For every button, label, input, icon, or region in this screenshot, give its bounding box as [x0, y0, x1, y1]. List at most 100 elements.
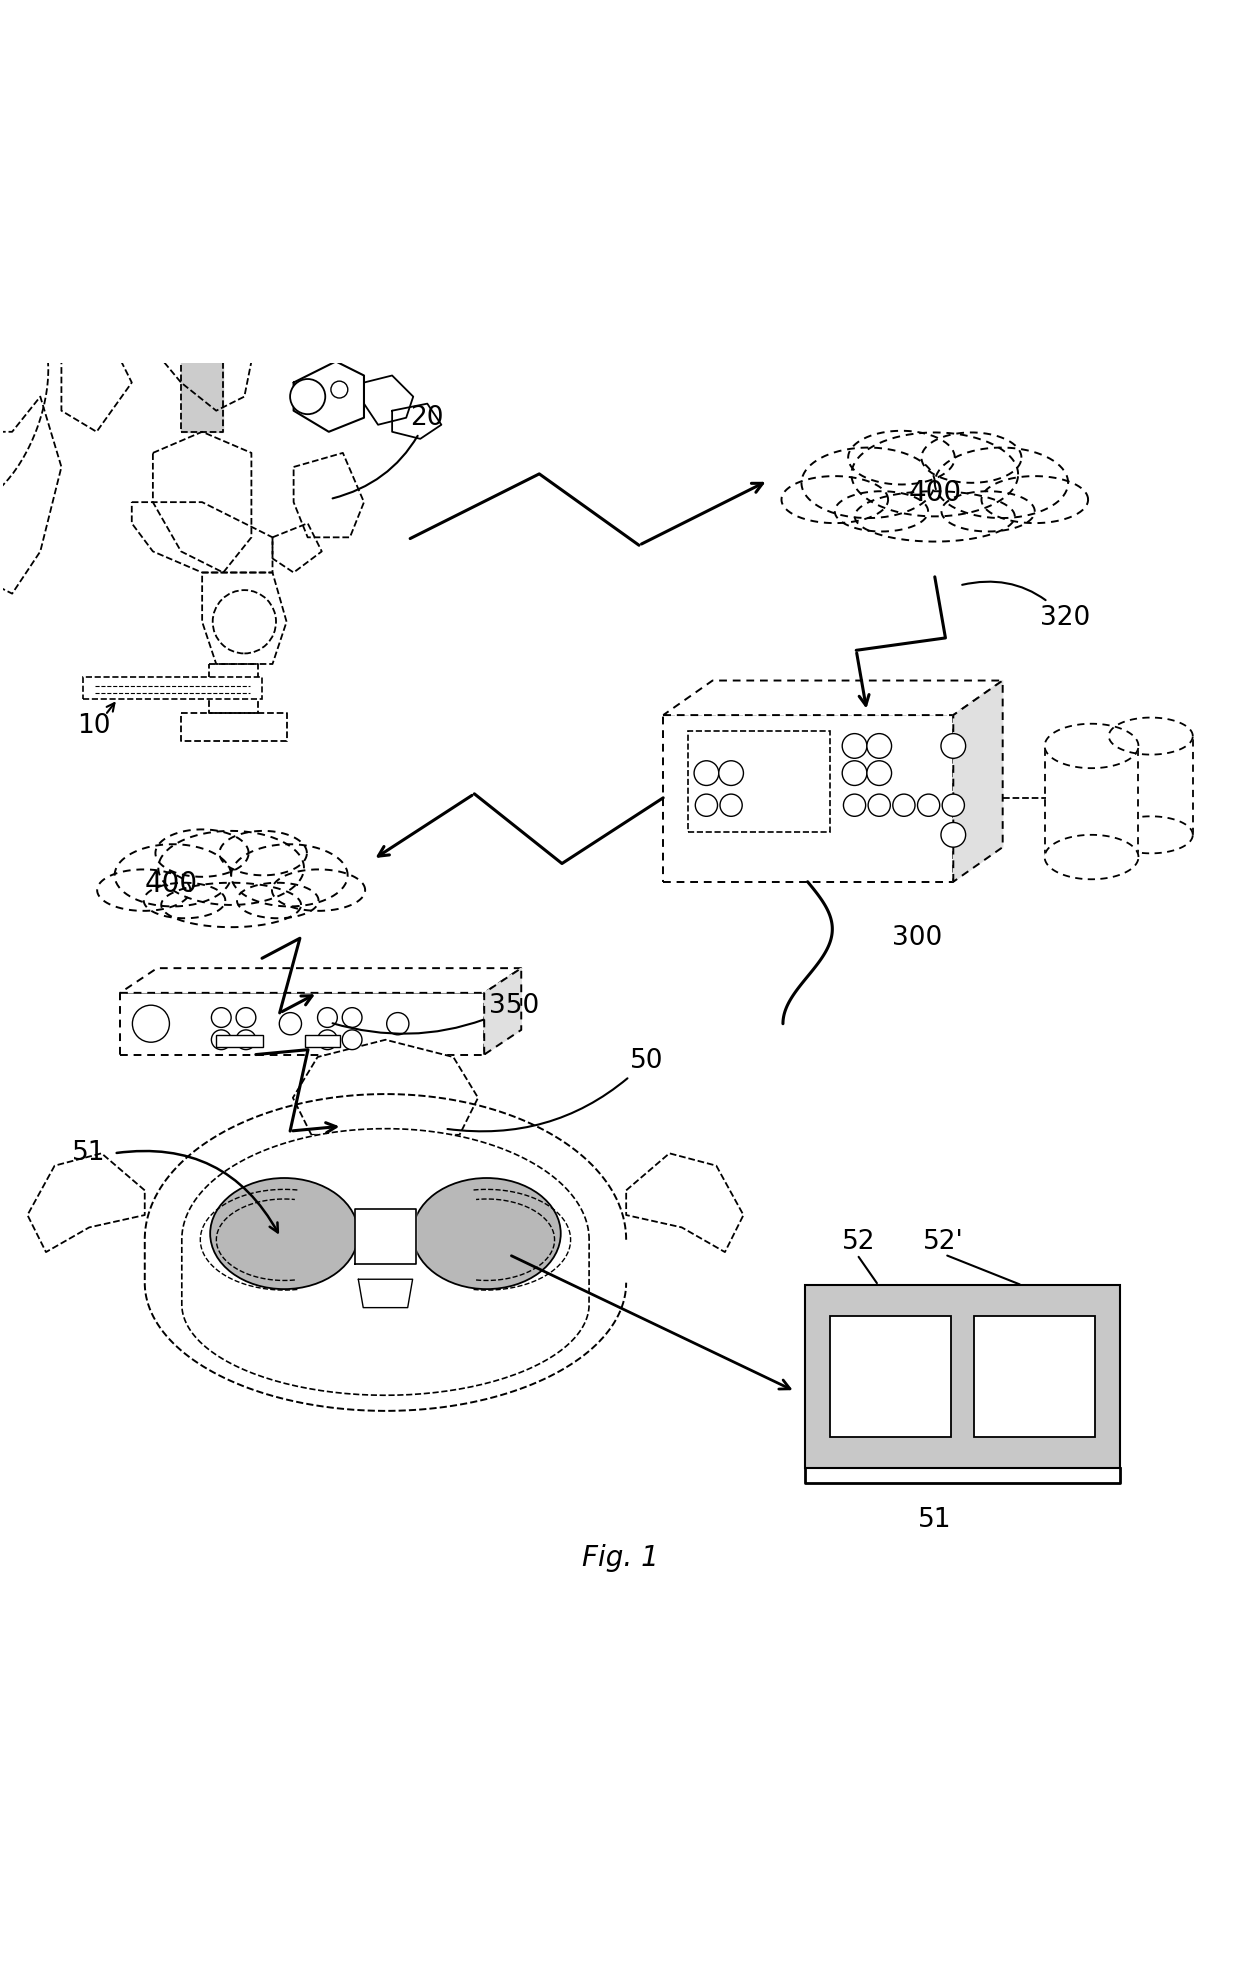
Ellipse shape: [114, 845, 231, 906]
Ellipse shape: [719, 761, 744, 786]
Ellipse shape: [210, 1179, 358, 1288]
Ellipse shape: [0, 316, 48, 504]
Ellipse shape: [941, 822, 966, 847]
Ellipse shape: [835, 490, 928, 531]
Polygon shape: [181, 714, 286, 741]
Ellipse shape: [342, 1030, 362, 1049]
Text: Fig. 1: Fig. 1: [582, 1543, 658, 1573]
Polygon shape: [294, 361, 365, 431]
Text: 51: 51: [72, 1141, 105, 1167]
Ellipse shape: [1109, 816, 1193, 853]
Ellipse shape: [159, 831, 304, 904]
Text: 52': 52': [923, 1228, 963, 1255]
Polygon shape: [131, 277, 252, 410]
Polygon shape: [355, 1208, 417, 1265]
Bar: [305, 1035, 340, 1047]
Bar: [83, 677, 262, 698]
Polygon shape: [153, 431, 252, 573]
Ellipse shape: [192, 253, 269, 329]
Ellipse shape: [144, 882, 226, 918]
Ellipse shape: [219, 831, 306, 875]
Ellipse shape: [331, 380, 347, 398]
Ellipse shape: [848, 431, 955, 484]
Text: 300: 300: [892, 926, 942, 951]
Ellipse shape: [290, 378, 325, 414]
Polygon shape: [273, 524, 321, 573]
Polygon shape: [954, 680, 1003, 882]
Polygon shape: [484, 969, 521, 1055]
Ellipse shape: [854, 490, 1014, 541]
Bar: [120, 992, 484, 1055]
Polygon shape: [27, 1153, 145, 1251]
Polygon shape: [365, 375, 413, 426]
Ellipse shape: [941, 490, 1034, 531]
Polygon shape: [294, 453, 365, 537]
Ellipse shape: [696, 794, 718, 816]
Ellipse shape: [133, 1006, 170, 1041]
Bar: [688, 731, 830, 831]
Ellipse shape: [342, 1008, 362, 1028]
Ellipse shape: [237, 882, 319, 918]
Ellipse shape: [1044, 835, 1138, 879]
Text: 20: 20: [332, 404, 444, 498]
Polygon shape: [626, 1153, 744, 1251]
Polygon shape: [181, 341, 223, 431]
Ellipse shape: [941, 733, 966, 759]
Text: 320: 320: [962, 582, 1090, 631]
Polygon shape: [145, 1094, 626, 1410]
Polygon shape: [62, 341, 131, 431]
Polygon shape: [358, 1279, 413, 1308]
Polygon shape: [293, 1039, 479, 1135]
Bar: [830, 1316, 951, 1437]
Ellipse shape: [317, 1008, 337, 1028]
Ellipse shape: [843, 794, 866, 816]
Polygon shape: [392, 404, 441, 439]
Ellipse shape: [781, 477, 888, 524]
Ellipse shape: [801, 447, 935, 518]
Bar: [805, 1284, 1120, 1469]
Ellipse shape: [1109, 718, 1193, 755]
Text: 51: 51: [918, 1506, 951, 1534]
Ellipse shape: [236, 1008, 255, 1028]
Ellipse shape: [868, 794, 890, 816]
Polygon shape: [182, 1130, 589, 1396]
Bar: [216, 1035, 263, 1047]
Bar: [1109, 735, 1193, 835]
Bar: [973, 1316, 1095, 1437]
Text: 52: 52: [842, 1228, 875, 1255]
Ellipse shape: [211, 1030, 231, 1049]
Polygon shape: [210, 665, 258, 714]
Ellipse shape: [981, 477, 1089, 524]
Ellipse shape: [413, 1179, 560, 1288]
Ellipse shape: [935, 447, 1068, 518]
Text: 350: 350: [332, 994, 539, 1033]
Polygon shape: [0, 326, 62, 594]
Ellipse shape: [942, 794, 965, 816]
Ellipse shape: [867, 733, 892, 759]
Polygon shape: [663, 680, 1003, 716]
Polygon shape: [202, 573, 286, 665]
Ellipse shape: [1044, 724, 1138, 769]
Text: 400: 400: [908, 478, 961, 506]
Text: 400: 400: [145, 871, 198, 898]
Polygon shape: [120, 969, 521, 992]
Ellipse shape: [272, 869, 365, 910]
Ellipse shape: [279, 1012, 301, 1035]
Ellipse shape: [852, 433, 1018, 516]
Ellipse shape: [213, 590, 277, 653]
Text: 50: 50: [448, 1047, 663, 1131]
Polygon shape: [210, 320, 237, 341]
Ellipse shape: [720, 794, 743, 816]
Polygon shape: [131, 502, 273, 573]
Bar: [663, 716, 954, 882]
Ellipse shape: [694, 761, 719, 786]
Ellipse shape: [211, 1008, 231, 1028]
Text: 10: 10: [77, 712, 110, 739]
Ellipse shape: [918, 794, 940, 816]
Ellipse shape: [236, 1030, 255, 1049]
Ellipse shape: [842, 761, 867, 786]
Ellipse shape: [161, 882, 301, 928]
Bar: [1044, 745, 1138, 857]
Ellipse shape: [842, 733, 867, 759]
Ellipse shape: [155, 830, 249, 877]
